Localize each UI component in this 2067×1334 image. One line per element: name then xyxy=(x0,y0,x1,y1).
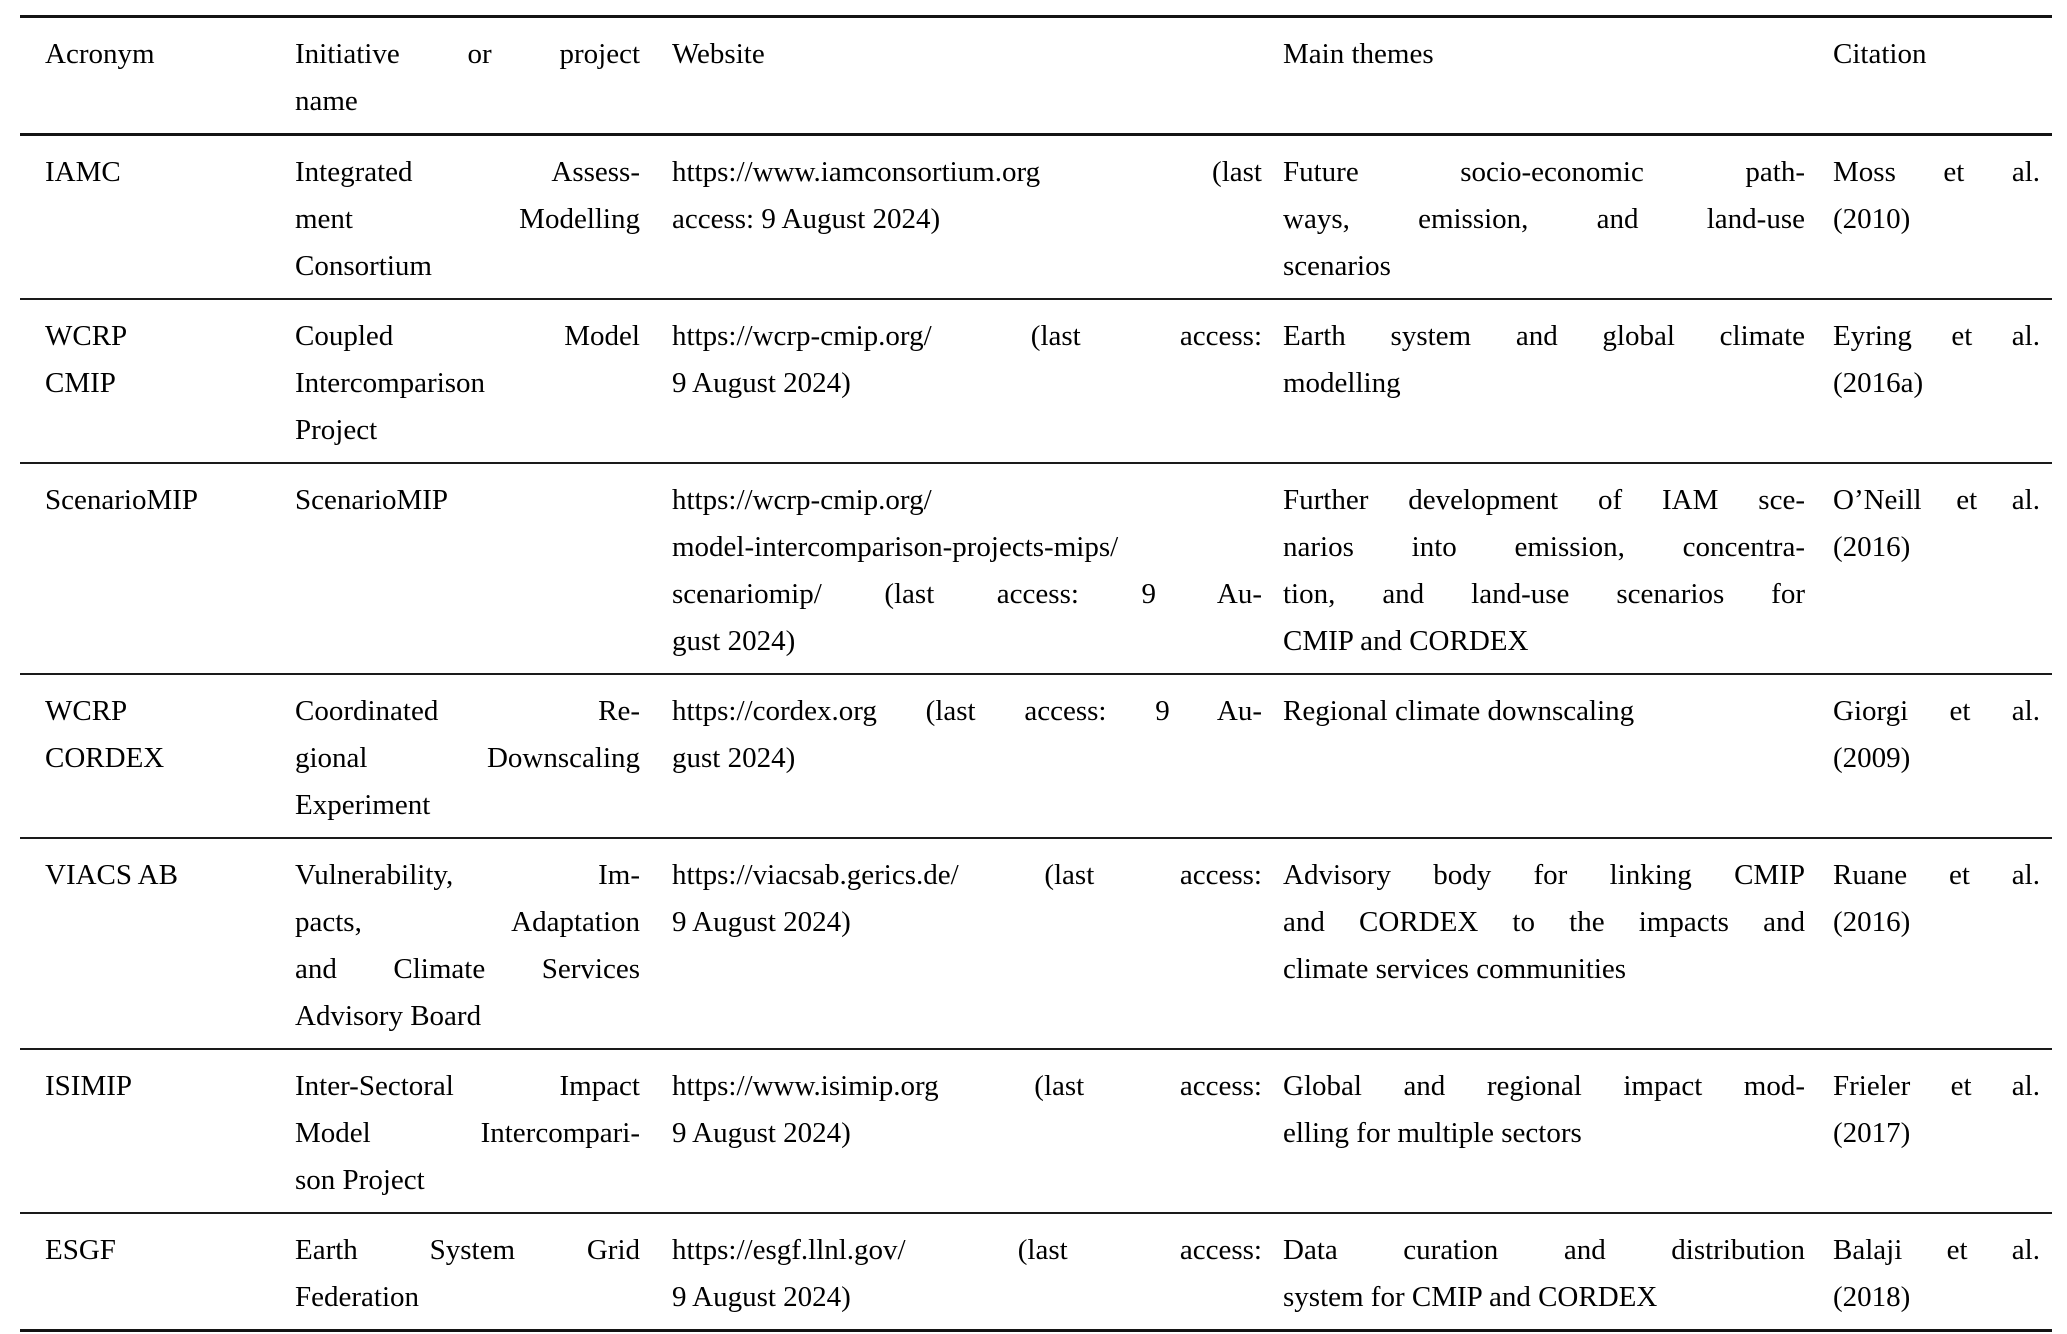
initiative-cell: Earth System Grid Federation xyxy=(295,1234,640,1313)
table-row: WCRP CORDEX Coordinated Re-gional Downsca… xyxy=(20,674,2052,838)
table-row: WCRP CMIP Coupled Model Intercomparison Pro… xyxy=(20,299,2052,463)
acronym-cell: WCRP CMIP xyxy=(45,320,128,399)
table-row: ESGF Earth System Grid Federation https:/… xyxy=(20,1213,2052,1331)
acronym-cell: ISIMIP xyxy=(45,1070,133,1102)
acronym-cell: ESGF xyxy=(45,1234,116,1266)
column-header-citation: Citation xyxy=(1833,38,1927,70)
acronym-cell: VIACS AB xyxy=(45,859,178,891)
initiative-cell: ScenarioMIP xyxy=(295,484,449,516)
column-header-themes: Main themes xyxy=(1283,38,1434,70)
table-row: IAMC Integrated Assess-ment Modelling Con… xyxy=(20,135,2052,299)
initiative-cell: Vulnerability, Im-pacts, Adaptation and C… xyxy=(295,859,640,1032)
citation-cell: Ruane et al. (2016) xyxy=(1833,859,2040,938)
table-row: VIACS AB Vulnerability, Im-pacts, Adapta… xyxy=(20,838,2052,1049)
acronym-cell: ScenarioMIP xyxy=(45,484,199,516)
column-header-initiative: Initiative or project name xyxy=(295,38,640,117)
website-cell: https://viacsab.gerics.de/ (last access:… xyxy=(672,859,1262,938)
citation-cell: Eyring et al. (2016a) xyxy=(1833,320,2040,399)
themes-cell: Global and regional impact mod-elling fo… xyxy=(1283,1070,1805,1149)
themes-cell: Advisory body for linking CMIP and CORDEX… xyxy=(1283,859,1805,985)
themes-cell: Regional climate downscaling xyxy=(1283,695,1635,727)
initiative-cell: Integrated Assess-ment Modelling Consorti… xyxy=(295,156,640,282)
website-cell: https://wcrp-cmip.org/ (last access: 9 Au… xyxy=(672,320,1262,399)
table-row: ScenarioMIP ScenarioMIP https://wcrp-cmi… xyxy=(20,463,2052,674)
website-cell: https://wcrp-cmip.org/model-intercompari… xyxy=(672,484,1262,657)
acronym-table: Acronym Initiative or project name Websit… xyxy=(20,15,2052,1332)
citation-cell: Giorgi et al. (2009) xyxy=(1833,695,2040,774)
acronym-cell: IAMC xyxy=(45,156,121,188)
acronym-cell: WCRP CORDEX xyxy=(45,695,165,774)
column-header-acronym: Acronym xyxy=(45,38,155,70)
header-row: Acronym Initiative or project name Websit… xyxy=(20,16,2052,135)
website-cell: https://cordex.org (last access: 9 Au-gu… xyxy=(672,695,1262,774)
themes-cell: Further development of IAM sce-narios in… xyxy=(1283,484,1805,657)
citation-cell: O’Neill et al. (2016) xyxy=(1833,484,2040,563)
column-header-website: Website xyxy=(672,38,765,70)
initiative-cell: Inter-Sectoral Impact Model Intercompari-… xyxy=(295,1070,640,1196)
website-cell: https://www.iamconsortium.org (last acces… xyxy=(672,156,1262,235)
initiative-cell: Coordinated Re-gional Downscaling Experim… xyxy=(295,695,640,821)
themes-cell: Data curation and distribution system for… xyxy=(1283,1234,1805,1313)
citation-cell: Moss et al. (2010) xyxy=(1833,156,2040,235)
website-cell: https://esgf.llnl.gov/ (last access: 9 Au… xyxy=(672,1234,1262,1313)
citation-cell: Balaji et al. (2018) xyxy=(1833,1234,2040,1313)
table-row: ISIMIP Inter-Sectoral Impact Model Interc… xyxy=(20,1049,2052,1213)
citation-cell: Frieler et al. (2017) xyxy=(1833,1070,2040,1149)
themes-cell: Earth system and global climate modelling xyxy=(1283,320,1805,399)
themes-cell: Future socio-economic path-ways, emissio… xyxy=(1283,156,1805,282)
website-cell: https://www.isimip.org (last access: 9 Au… xyxy=(672,1070,1262,1149)
initiative-cell: Coupled Model Intercomparison Project xyxy=(295,320,640,446)
